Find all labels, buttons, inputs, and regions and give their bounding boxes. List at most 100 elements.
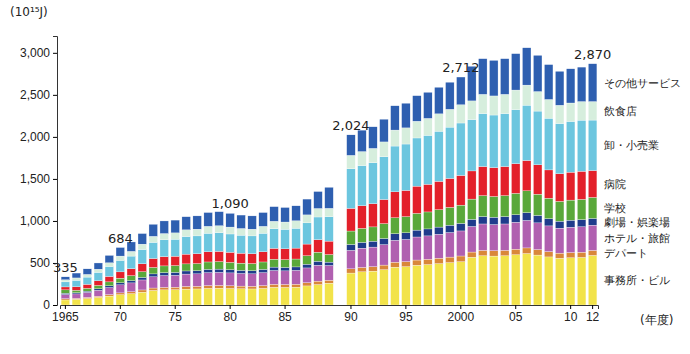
bar: [380, 265, 389, 270]
bar: [281, 249, 290, 260]
bar: [555, 201, 564, 221]
bar: [138, 234, 147, 245]
bar: [413, 186, 422, 213]
bar: [303, 264, 312, 268]
bar: [204, 233, 213, 251]
bar: [577, 252, 586, 257]
bar: [413, 213, 422, 230]
bar: [544, 118, 553, 170]
bar: [248, 229, 257, 236]
bar: [457, 205, 466, 223]
bar: [226, 234, 235, 252]
bar: [511, 222, 520, 249]
bar: [94, 263, 103, 269]
bar: [402, 103, 411, 128]
bar: [533, 215, 542, 222]
bar: [259, 233, 268, 251]
bar: [424, 118, 433, 135]
bar: [182, 254, 191, 264]
bar: [248, 264, 257, 271]
bar: [83, 292, 92, 297]
y-tick: 3,000: [20, 46, 57, 60]
bar: [105, 296, 114, 305]
bar: [138, 280, 147, 290]
bar: [577, 102, 586, 121]
bar: [215, 262, 224, 269]
legend-label: その他サービス: [604, 77, 681, 90]
bar: [435, 181, 444, 209]
bar: [511, 54, 520, 90]
bar: [127, 283, 136, 292]
x-tick-label: 90: [344, 310, 358, 324]
series-bars: [61, 213, 597, 295]
bar: [391, 130, 400, 146]
series-bars: [61, 248, 597, 300]
bar: [292, 287, 301, 305]
x-tick: 95: [399, 305, 413, 324]
bar: [347, 244, 356, 250]
bar: [566, 253, 575, 258]
bar: [402, 144, 411, 190]
bar: [116, 295, 125, 305]
legend-label: 飲食店: [604, 105, 637, 118]
bar: [281, 287, 290, 305]
bar: [270, 287, 279, 305]
bar: [468, 120, 477, 171]
bar: [588, 102, 597, 120]
bar: [248, 254, 257, 264]
bar: [457, 256, 466, 262]
bar: [478, 224, 487, 250]
bar: [478, 256, 487, 305]
bar: [522, 248, 531, 254]
bar: [325, 187, 334, 208]
bar: [380, 119, 389, 142]
y-tick: 2,500: [20, 88, 57, 102]
bar: [160, 257, 169, 266]
bar: [468, 252, 477, 257]
bar: [149, 242, 158, 258]
bar: [424, 229, 433, 236]
bar: [555, 174, 564, 202]
total-label: 2,712: [442, 60, 479, 75]
bar: [281, 260, 290, 268]
bar: [402, 233, 411, 240]
x-tick-label: 70: [114, 310, 128, 324]
bar: [402, 262, 411, 267]
bar: [391, 218, 400, 234]
bar: [457, 262, 466, 305]
x-tick: 05: [509, 305, 523, 324]
bar: [500, 256, 509, 305]
bar: [347, 250, 356, 268]
bar: [193, 271, 202, 274]
bar: [314, 217, 323, 240]
bar: [500, 250, 509, 255]
bar: [281, 284, 290, 287]
bar: [259, 269, 268, 272]
y-tick-label: 2,500: [20, 88, 50, 102]
bar: [500, 59, 509, 95]
bar: [105, 255, 114, 262]
bar: [182, 271, 191, 274]
bar: [435, 264, 444, 305]
x-tick-label: 2000: [447, 310, 474, 324]
bar: [83, 277, 92, 284]
bar: [533, 55, 542, 91]
bar: [94, 297, 103, 305]
bar: [72, 287, 81, 291]
bar: [116, 248, 125, 257]
bar: [347, 155, 356, 168]
bar: [83, 297, 92, 298]
x-tick: 2000: [447, 305, 474, 324]
legend-label: 卸・小売業: [604, 139, 659, 152]
bar: [149, 267, 158, 273]
bar: [116, 272, 125, 278]
bar: [270, 207, 279, 222]
bar: [138, 290, 147, 292]
y-tick-mark: [53, 53, 57, 54]
bar: [226, 286, 235, 289]
total-label: 335: [53, 260, 78, 275]
bar: [292, 228, 301, 248]
bar: [182, 217, 191, 230]
bar: [468, 171, 477, 199]
x-tick: 12: [586, 305, 600, 324]
